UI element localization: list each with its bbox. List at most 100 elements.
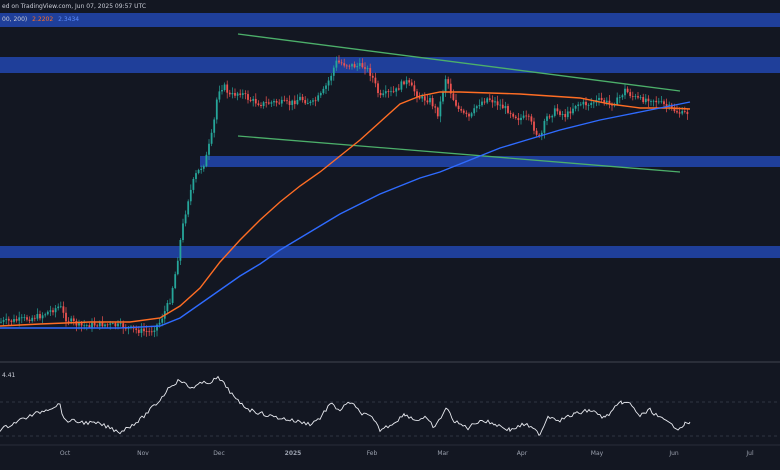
candle-body: [488, 98, 491, 100]
candle-body: [395, 88, 398, 92]
candle-body: [234, 92, 236, 96]
candle-body: [49, 310, 52, 312]
candle-body: [106, 324, 109, 326]
candle-body: [637, 96, 639, 98]
candle-body: [179, 240, 182, 261]
candle-body: [475, 106, 478, 109]
candle-body: [551, 115, 554, 118]
candle-body: [150, 331, 153, 333]
candle-body: [104, 324, 106, 327]
candle-body: [327, 80, 330, 86]
candle-body: [213, 119, 216, 133]
candle-body: [28, 319, 31, 321]
time-axis-label: Mar: [437, 450, 449, 457]
candle-body: [109, 323, 112, 325]
candle-body: [348, 65, 351, 67]
candle-body: [377, 83, 379, 94]
candle-body: [119, 323, 122, 325]
candle-body: [338, 60, 340, 63]
candle-body: [470, 113, 473, 117]
candle-body: [431, 98, 434, 107]
candle-body: [91, 322, 93, 328]
candle-body: [304, 100, 307, 104]
candle-body: [226, 84, 229, 93]
candle-body: [507, 106, 509, 113]
candle-body: [369, 68, 372, 76]
candle-body: [647, 98, 650, 102]
candle-body: [546, 116, 548, 121]
candle-body: [366, 68, 369, 69]
candle-body: [96, 325, 99, 327]
candle-body: [288, 101, 291, 105]
candle-body: [197, 169, 200, 174]
candle-body: [527, 115, 530, 117]
candle-body: [361, 63, 364, 68]
candle-body: [184, 214, 187, 224]
candle-body: [351, 64, 353, 67]
candle-body: [317, 95, 320, 101]
candle-body: [239, 93, 242, 95]
candle-body: [452, 93, 455, 100]
candle-body: [252, 98, 255, 101]
candle-body: [608, 100, 611, 104]
candle-body: [283, 99, 286, 101]
candle-body: [309, 101, 312, 103]
candle-body: [390, 91, 392, 93]
candle-body: [174, 274, 177, 289]
candle-body: [88, 325, 91, 328]
candle-body: [330, 75, 333, 81]
candle-body: [553, 108, 556, 116]
candle-body: [210, 132, 213, 144]
candle-body: [504, 106, 507, 109]
candle-body: [520, 117, 522, 121]
candle-body: [169, 302, 171, 304]
candle-body: [429, 98, 431, 103]
candle-body: [382, 93, 385, 96]
time-axis-label: Nov: [137, 450, 149, 457]
candle-body: [540, 132, 543, 137]
candle-body: [457, 105, 460, 110]
candle-body: [491, 99, 494, 103]
candle-body: [400, 81, 403, 90]
candle-body: [260, 104, 262, 106]
candle-body: [439, 101, 442, 117]
candle-body: [384, 91, 387, 94]
candle-body: [387, 91, 390, 92]
candle-body: [52, 310, 54, 313]
candle-body: [559, 111, 561, 115]
candle-body: [353, 64, 356, 68]
candle-body: [600, 97, 603, 101]
candle-body: [156, 324, 158, 331]
candle-body: [624, 88, 626, 96]
candle-body: [434, 106, 437, 108]
candle-body: [192, 178, 195, 190]
candle-body: [676, 111, 678, 113]
candle-body: [665, 104, 668, 107]
candle-body: [36, 313, 39, 319]
candle-body: [158, 322, 161, 325]
ma100-value: 2.2202: [32, 16, 53, 23]
candle-body: [10, 320, 13, 322]
candle-body: [270, 102, 273, 104]
candle-body: [23, 317, 26, 319]
candle-body: [335, 60, 338, 68]
candle-body: [13, 319, 15, 322]
candle-body: [244, 93, 247, 95]
candle-body: [111, 323, 114, 324]
candle-body: [345, 65, 348, 67]
candle-body: [582, 101, 585, 105]
candle-body: [275, 101, 278, 103]
candle-body: [135, 328, 138, 330]
candle-body: [598, 97, 600, 100]
candle-body: [392, 91, 395, 93]
candle-body: [629, 92, 632, 97]
candle-body: [319, 93, 322, 96]
candle-body: [590, 102, 593, 105]
support-resistance-zones: [0, 13, 780, 258]
candle-body: [442, 91, 444, 102]
candle-body: [332, 67, 335, 76]
candle-body: [496, 101, 499, 106]
candle-body: [410, 82, 413, 86]
